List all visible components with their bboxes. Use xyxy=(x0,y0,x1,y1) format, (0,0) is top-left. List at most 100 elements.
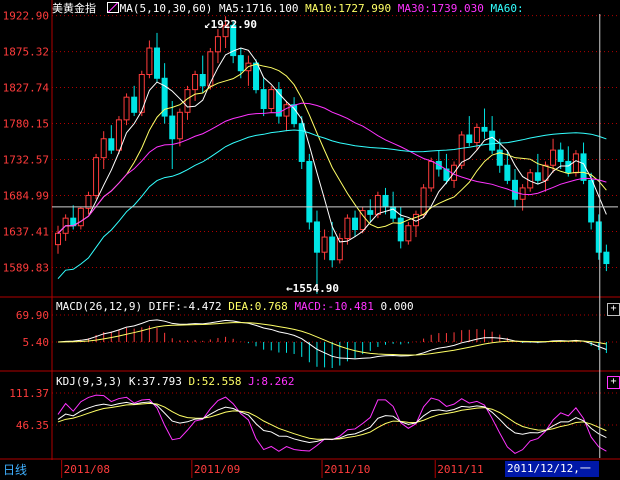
candle-down xyxy=(275,89,282,117)
candle-down xyxy=(466,134,473,144)
moving-average-lines xyxy=(57,47,607,279)
kdj-expand-button[interactable]: + xyxy=(607,376,620,389)
macd-macd-value: MACD:-10.481 xyxy=(294,300,374,313)
candle-up xyxy=(428,160,435,189)
candle-up xyxy=(100,138,107,159)
candle-up xyxy=(458,134,465,166)
candle-down xyxy=(154,47,161,79)
candle-down xyxy=(557,149,564,162)
kdj-k-line xyxy=(57,401,607,443)
price-tick-label: 1732.57 xyxy=(3,154,49,167)
candle-down xyxy=(580,153,587,181)
candle-up xyxy=(374,194,381,215)
candle-up xyxy=(344,217,351,240)
candle-up xyxy=(138,73,145,113)
macd-diff-value: DIFF:-4.472 xyxy=(148,300,222,313)
candle-down xyxy=(390,206,397,219)
candle-up xyxy=(550,149,557,166)
price-tick-label: 1780.15 xyxy=(3,118,49,131)
candle-up xyxy=(527,172,534,189)
candle-down xyxy=(352,217,359,231)
kdj-label: KDJ(9,3,3) xyxy=(56,375,123,388)
ma-label: MA(5,10,30,60) xyxy=(119,2,213,15)
date-label: 2011/08 xyxy=(64,463,110,476)
candle-down xyxy=(504,164,511,181)
date-label: 2011/09 xyxy=(194,463,240,476)
candle-up xyxy=(123,96,130,121)
price-tick-label: 1684.99 xyxy=(3,189,49,202)
price-tick-label: 1589.83 xyxy=(3,261,49,274)
macd-dea-line xyxy=(57,322,607,356)
candle-down xyxy=(588,179,595,223)
candle-down xyxy=(481,126,488,132)
candle-up xyxy=(115,119,122,151)
candle-up xyxy=(93,157,100,196)
candle-up xyxy=(222,24,229,38)
candle-down xyxy=(253,62,260,91)
candle-down xyxy=(329,236,336,261)
high-arrow: ↙ xyxy=(204,18,211,31)
kdj-legend: KDJ(9,3,3) K:37.793 D:52.558 J:8.262 xyxy=(56,375,294,389)
candle-down xyxy=(397,217,404,242)
candle-up xyxy=(85,194,92,209)
macd-label: MACD(26,12,9) xyxy=(56,300,143,313)
ma60-value: MA60: xyxy=(490,2,524,15)
candle-down xyxy=(131,96,138,113)
macd-extra-value: 0.000 xyxy=(380,300,414,313)
candle-down xyxy=(496,149,503,166)
low-price-label: ←1554.90 xyxy=(286,282,339,296)
kdj-indicator xyxy=(52,392,618,454)
macd-indicator xyxy=(52,314,618,368)
crosshair-cursor xyxy=(52,14,618,458)
candle-up xyxy=(283,104,290,117)
candle-down xyxy=(161,77,168,117)
ma30-value: MA30:1739.030 xyxy=(397,2,484,15)
candle-down xyxy=(260,89,267,110)
chart-frame xyxy=(0,0,620,460)
ma5-line xyxy=(57,47,607,243)
ma30-line xyxy=(57,102,607,234)
candle-down xyxy=(230,24,237,57)
low-arrow: ← xyxy=(286,282,293,295)
macd-tick-label: 5.40 xyxy=(23,336,50,349)
candle-down xyxy=(565,160,572,174)
kdj-k-value: K:37.793 xyxy=(128,375,182,388)
date-label: 2011/10 xyxy=(324,463,370,476)
candle-up xyxy=(192,73,199,91)
candle-up xyxy=(321,236,328,253)
candle-up xyxy=(55,232,61,246)
candle-down xyxy=(489,130,496,151)
price-tick-label: 1875.32 xyxy=(3,46,49,59)
candle-up xyxy=(214,36,221,53)
y-axis-labels: 1922.90 1875.32 1827.74 1780.15 1732.57 1684.… xyxy=(3,10,50,432)
high-value: 1922.90 xyxy=(210,18,257,31)
candle-up xyxy=(473,126,480,144)
candle-up xyxy=(146,47,153,75)
macd-expand-button[interactable]: + xyxy=(607,303,620,316)
ma5-value: MA5:1716.100 xyxy=(218,2,299,15)
price-tick-label: 1637.41 xyxy=(3,225,49,238)
candle-up xyxy=(184,89,191,113)
instrument-title: 美黄金指 xyxy=(52,2,96,15)
kdj-d-value: D:52.558 xyxy=(188,375,242,388)
period-tab-daily[interactable]: 日线 xyxy=(0,460,48,480)
candle-down xyxy=(595,221,602,253)
candle-down xyxy=(382,194,389,208)
candle-down xyxy=(313,221,320,253)
candle-up xyxy=(268,89,275,110)
ma-indicator-icon[interactable] xyxy=(106,2,119,13)
candle-down xyxy=(367,210,374,215)
candle-up xyxy=(359,210,366,231)
candle-down xyxy=(534,172,541,181)
candle-down xyxy=(603,251,610,265)
high-price-label: ↙1922.90 xyxy=(204,18,257,32)
main-legend: 美黄金指 MA(5,10,30,60) MA5:1716.100 MA10:17… xyxy=(52,2,524,16)
macd-tick-label: 69.90 xyxy=(16,309,49,322)
candle-down xyxy=(291,104,298,125)
low-value: 1554.90 xyxy=(292,282,339,295)
candle-down xyxy=(169,115,176,140)
price-tick-label: 1922.90 xyxy=(3,10,49,23)
candle-down xyxy=(108,138,115,151)
candle-down xyxy=(237,55,244,72)
